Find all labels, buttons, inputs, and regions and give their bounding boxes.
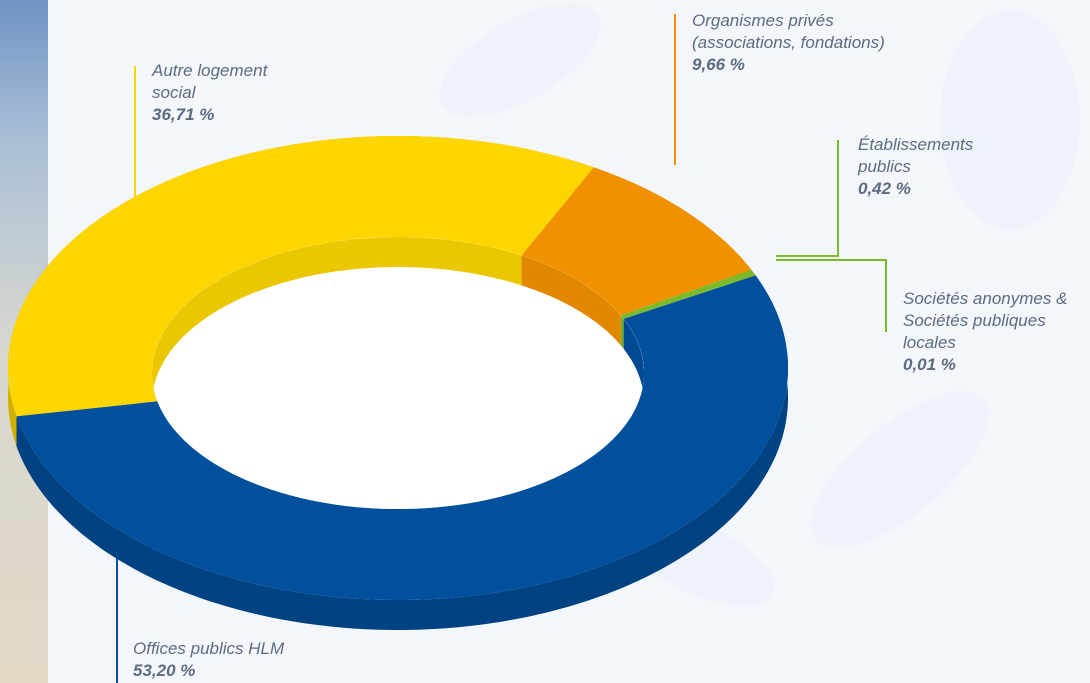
donut-hole bbox=[152, 237, 644, 509]
leader-line bbox=[776, 140, 839, 257]
segment-label: Sociétés anonymes & Sociétés publiques l… bbox=[903, 288, 1088, 376]
leader-line bbox=[776, 259, 887, 332]
segment bbox=[16, 275, 788, 600]
segment bbox=[521, 167, 752, 316]
category-name: Organismes privés (associations, fondati… bbox=[692, 11, 885, 52]
category-name: Sociétés anonymes & Sociétés publiques l… bbox=[903, 289, 1068, 352]
segment bbox=[623, 275, 756, 319]
value-label: 0,01 % bbox=[903, 355, 956, 374]
value-label: 9,66 % bbox=[692, 55, 745, 74]
inner-wall bbox=[521, 255, 621, 346]
inner-wall bbox=[623, 318, 644, 403]
segment-label: Offices publics HLM 53,20 % bbox=[133, 638, 333, 682]
value-label: 36,71 % bbox=[152, 105, 215, 124]
segment bbox=[8, 136, 594, 417]
category-name: Établissements publics bbox=[858, 135, 974, 176]
segment bbox=[620, 269, 756, 319]
inner-wall bbox=[152, 237, 522, 403]
category-name: Offices publics HLM bbox=[133, 639, 285, 658]
value-label: 53,20 % bbox=[133, 661, 196, 680]
segment-label: Établissements publics 0,42 % bbox=[858, 134, 998, 200]
segment-label: Organismes privés (associations, fondati… bbox=[692, 10, 942, 76]
category-name: Autre logement social bbox=[152, 61, 268, 102]
segment-label: Autre logement social 36,71 % bbox=[152, 60, 277, 126]
value-label: 0,42 % bbox=[858, 179, 911, 198]
background-leaves bbox=[439, 3, 1080, 607]
inner-wall bbox=[620, 315, 624, 349]
